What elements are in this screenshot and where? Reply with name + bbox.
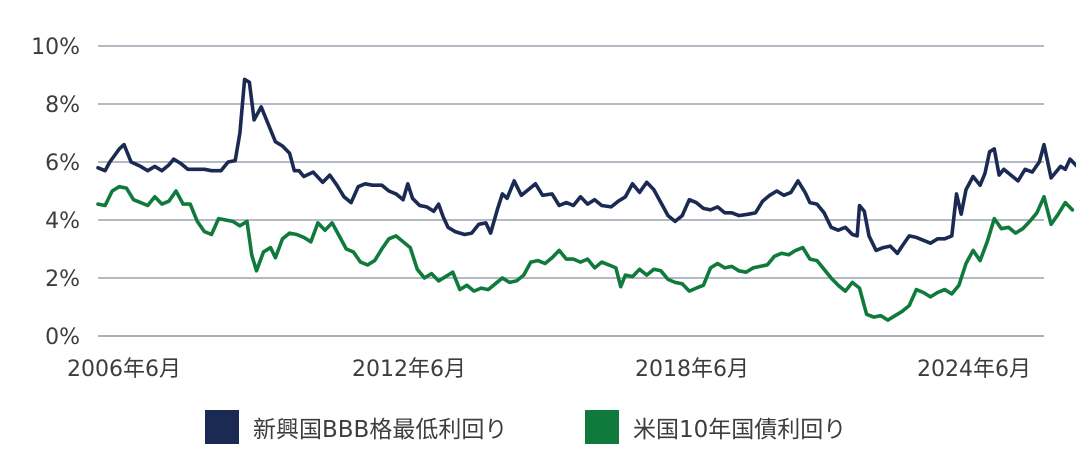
legend-swatch-em-bbb [205, 410, 239, 444]
series-line-us-10y [96, 184, 1075, 322]
y-tick-label: 10% [31, 35, 80, 60]
line-chart: 0% 2% 4% 6% 8% 10% 2006年6月 2012年6月 2018年6月 2024年… [31, 35, 1076, 382]
legend-label-em-bbb: 新興国BBB格最低利回り [253, 417, 508, 443]
x-axis-tick-labels: 2006年6月 2012年6月 2018年6月 2024年6月 [67, 357, 1031, 382]
y-tick-label: 8% [45, 93, 80, 118]
chart-legend: 新興国BBB格最低利回り 米国10年国債利回り [0, 402, 1076, 452]
series-line-em-bbb [96, 77, 1076, 256]
grid-lines [98, 45, 1044, 337]
x-tick-label: 2018年6月 [635, 357, 749, 382]
x-tick-label: 2006年6月 [67, 357, 181, 382]
legend-item-em-bbb: 新興国BBB格最低利回り [205, 410, 507, 444]
legend-label-us-10y: 米国10年国債利回り [633, 417, 847, 443]
y-tick-label: 4% [45, 209, 80, 234]
y-tick-label: 6% [45, 151, 80, 176]
x-tick-label: 2024年6月 [917, 357, 1031, 382]
y-tick-label: 2% [45, 267, 80, 292]
x-tick-label: 2012年6月 [352, 357, 466, 382]
legend-swatch-us-10y [585, 410, 619, 444]
y-tick-label: 0% [45, 325, 80, 350]
legend-item-us-10y: 米国10年国債利回り [585, 410, 846, 444]
y-axis-tick-labels: 0% 2% 4% 6% 8% 10% [31, 35, 80, 350]
series-lines [96, 77, 1076, 322]
